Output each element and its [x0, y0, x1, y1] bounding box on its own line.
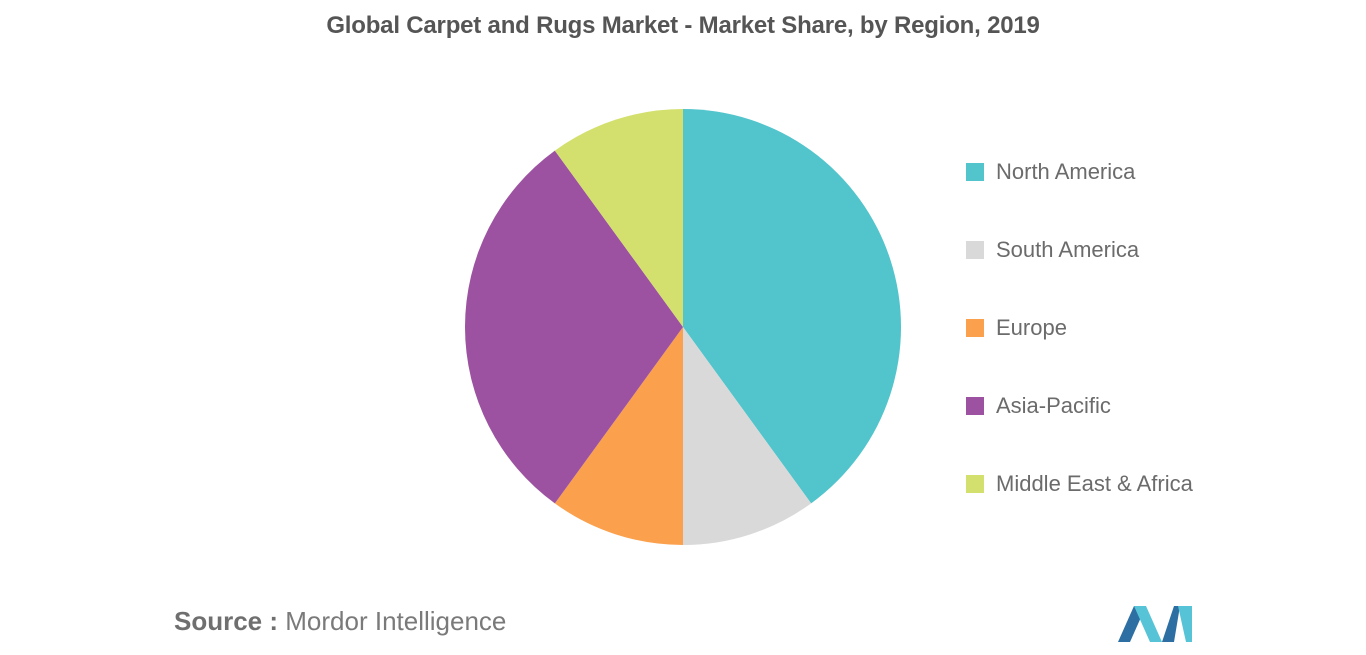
pie-slice-middle-east-africa [554, 108, 683, 327]
legend-item-north-america: North America [966, 156, 1193, 234]
pie-slice-europe [554, 327, 683, 545]
logo-shape-right-b [1178, 606, 1192, 642]
legend-swatch [966, 475, 984, 493]
logo-shape-right-a [1162, 606, 1180, 642]
source-note: Source : Mordor Intelligence [174, 606, 506, 637]
legend-label: South America [996, 237, 1140, 262]
source-text: Mordor Intelligence [285, 606, 507, 636]
legend-label: Asia-Pacific [996, 393, 1111, 418]
pie-slice-south-america [683, 327, 812, 545]
legend-item-asia-pacific: Asia-Pacific [966, 390, 1193, 468]
legend-swatch [966, 241, 984, 259]
legend-item-europe: Europe [966, 312, 1193, 390]
legend-label: Europe [996, 315, 1067, 340]
legend-label: Middle East & Africa [996, 471, 1193, 496]
legend-label: North America [996, 159, 1136, 184]
legend-swatch [966, 319, 984, 337]
source-label: Source : [174, 606, 279, 636]
logo-shape-mid [1134, 606, 1162, 642]
chart-title: Global Carpet and Rugs Market - Market S… [326, 12, 1040, 39]
pie-slice-asia-pacific [464, 150, 683, 504]
pie-slice-north-america [683, 109, 902, 504]
mordor-intelligence-logo-icon [1118, 606, 1192, 642]
legend-swatch [966, 163, 984, 181]
legend-item-middle-east-africa: Middle East & Africa [966, 468, 1193, 546]
legend: North America South America Europe Asia-… [966, 156, 1193, 546]
legend-swatch [966, 397, 984, 415]
legend-item-south-america: South America [966, 234, 1193, 312]
